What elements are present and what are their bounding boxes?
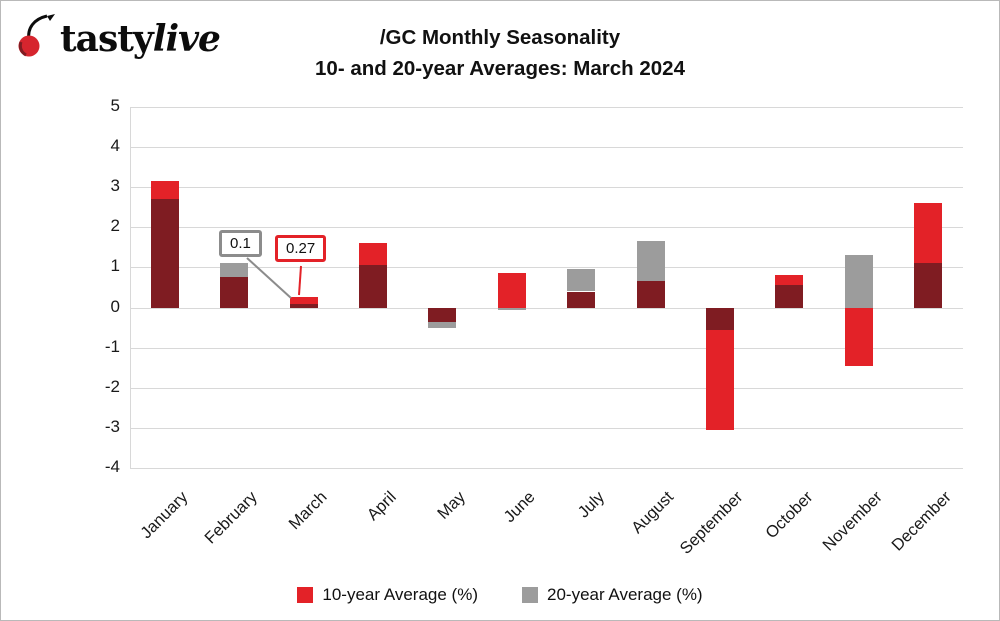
gridline bbox=[130, 227, 963, 229]
x-axis-label: May bbox=[434, 488, 470, 523]
bar-june-20yr bbox=[497, 307, 526, 311]
gridline bbox=[130, 107, 963, 108]
chart-title: /GC Monthly Seasonality 10- and 20-year … bbox=[120, 22, 880, 84]
gridline bbox=[130, 427, 963, 429]
logo-wordmark: tastylive bbox=[60, 17, 221, 60]
x-axis-label: June bbox=[500, 488, 539, 527]
bar-may-overlap bbox=[428, 307, 457, 322]
y-tick-label: -3 bbox=[104, 416, 120, 436]
bar-september-overlap bbox=[706, 307, 735, 330]
x-axis-label: August bbox=[628, 488, 678, 538]
legend-swatch-10yr bbox=[297, 587, 314, 603]
legend-item-10yr: 10-year Average (%) bbox=[297, 585, 478, 605]
bar-may-20yr bbox=[428, 321, 457, 328]
bar-april-overlap bbox=[358, 265, 387, 308]
bar-july-20yr bbox=[567, 269, 596, 292]
gridline bbox=[130, 267, 963, 269]
bar-february-20yr bbox=[220, 263, 249, 278]
y-tick-label: 3 bbox=[110, 176, 120, 196]
x-axis-label: July bbox=[574, 488, 608, 522]
cherry-icon bbox=[14, 12, 58, 65]
x-axis-label: March bbox=[285, 488, 331, 534]
gridline bbox=[130, 347, 963, 349]
y-tick-label: 5 bbox=[110, 96, 120, 115]
y-tick-label: -4 bbox=[104, 457, 120, 476]
bar-november-10yr bbox=[844, 307, 873, 366]
bar-march-10yr bbox=[289, 296, 318, 304]
y-tick-label: 4 bbox=[110, 136, 120, 156]
bar-june-10yr bbox=[497, 273, 526, 308]
bar-january-10yr bbox=[150, 181, 179, 200]
bar-august-overlap bbox=[636, 281, 665, 308]
gridline bbox=[130, 387, 963, 389]
x-axis-label: February bbox=[201, 488, 261, 548]
y-tick-label: 2 bbox=[110, 216, 120, 236]
legend-label-20yr: 20-year Average (%) bbox=[547, 585, 703, 604]
legend-swatch-20yr bbox=[522, 587, 538, 603]
bar-february-overlap bbox=[220, 277, 249, 308]
y-axis-line bbox=[130, 107, 131, 468]
bar-july-overlap bbox=[567, 291, 596, 308]
gridline bbox=[130, 187, 963, 189]
plot-area: 5 4 3 2 1 0 -1 -2 -3 -4 January February March April M… bbox=[105, 96, 963, 558]
chart-title-line2: 10- and 20-year Averages: March 2024 bbox=[315, 57, 685, 80]
bar-april-10yr bbox=[358, 243, 387, 266]
bar-december-10yr bbox=[914, 203, 943, 264]
x-axis-label: September bbox=[676, 488, 747, 558]
y-tick-label: 0 bbox=[110, 296, 120, 316]
bar-september-10yr bbox=[706, 329, 735, 430]
tastylive-logo: tastylive bbox=[14, 12, 221, 65]
y-tick-label: -1 bbox=[104, 336, 120, 356]
annotation-10yr-march: 0.27 bbox=[275, 235, 327, 262]
bar-august-20yr bbox=[636, 241, 665, 282]
x-axis-label: April bbox=[363, 488, 400, 525]
bar-november-20yr bbox=[844, 255, 873, 308]
gridline bbox=[130, 468, 963, 469]
y-tick-label: 1 bbox=[110, 256, 120, 276]
gridline bbox=[130, 307, 963, 309]
bar-march-overlap bbox=[289, 303, 318, 308]
legend: 10-year Average (%) 20-year Average (%) bbox=[0, 585, 1000, 605]
x-axis-label: January bbox=[137, 488, 192, 543]
legend-label-10yr: 10-year Average (%) bbox=[322, 585, 478, 604]
chart-title-line1: /GC Monthly Seasonality bbox=[379, 26, 621, 49]
bar-october-overlap bbox=[775, 285, 804, 308]
logo-live: live bbox=[152, 17, 221, 60]
x-axis-label: October bbox=[761, 488, 817, 543]
x-axis-label: December bbox=[888, 488, 956, 555]
gridline bbox=[130, 147, 963, 149]
annotation-20yr-march: 0.1 bbox=[219, 230, 262, 257]
logo-tasty: tasty bbox=[60, 17, 154, 60]
legend-item-20yr: 20-year Average (%) bbox=[522, 585, 703, 605]
x-axis-label: November bbox=[819, 488, 886, 555]
bar-january-overlap bbox=[150, 199, 179, 308]
bar-december-overlap bbox=[914, 263, 943, 308]
bar-october-10yr bbox=[775, 275, 804, 286]
y-tick-label: -2 bbox=[104, 376, 120, 396]
